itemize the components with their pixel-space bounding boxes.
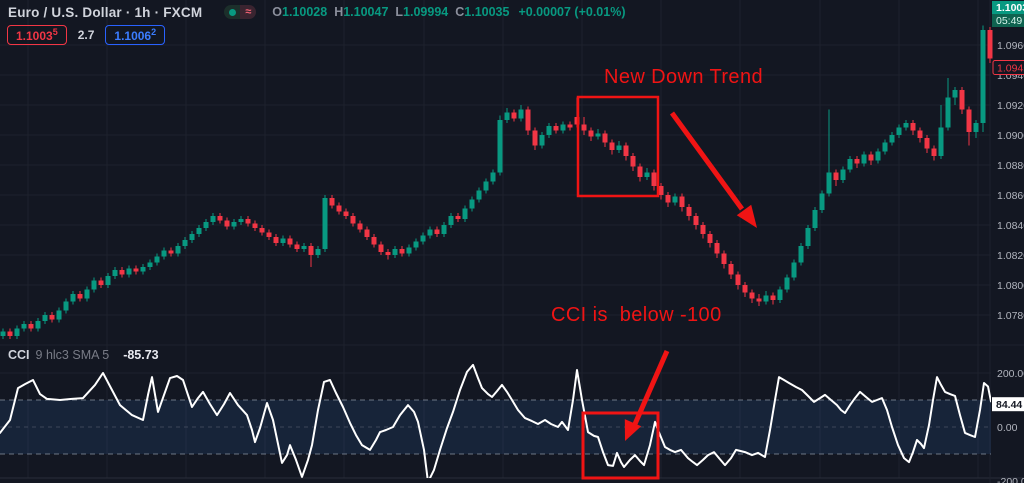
- price-axis-tick: 1.09200: [997, 100, 1024, 112]
- cci-pane: [0, 363, 991, 478]
- stop-price-main: 1.1003: [16, 29, 53, 43]
- ohlc-close-value: 1.10035: [464, 5, 510, 19]
- target-price-tag[interactable]: 1.10062: [105, 25, 166, 45]
- symbol-legend[interactable]: Euro / U.S. Dollar · 1h · FXCM ≈ O 1.1002…: [8, 4, 625, 20]
- cci-axis-tick: 200.00: [997, 368, 1024, 380]
- cci-indicator-legend[interactable]: CCI 9 hlc3 SMA 5 -85.73: [8, 348, 159, 362]
- market-open-dot-icon: [224, 5, 241, 19]
- last-price-box: [992, 1, 1024, 14]
- price-axis-tick: 1.09000: [997, 130, 1024, 142]
- bar-countdown-box: [992, 14, 1024, 27]
- ohlc-high-label: H: [334, 5, 344, 19]
- price-change-readout: +0.00007 (+0.01%): [518, 5, 626, 19]
- pip-distance-label: 2.7: [77, 28, 95, 42]
- bar-countdown-label: 05:49: [996, 15, 1022, 27]
- cci-axis-tick: 0.00: [997, 422, 1018, 434]
- cci-arrow-head: [624, 419, 642, 441]
- cci-indicator-params: 9 hlc3 SMA 5: [35, 348, 110, 362]
- last-price-label: 1.10035: [996, 2, 1024, 14]
- price-axis-tick: 1.07800: [997, 310, 1024, 322]
- price-axis-tick: 1.08200: [997, 250, 1024, 262]
- stop-price-sup: 5: [52, 27, 58, 37]
- alert-price-label: 1.09450: [997, 63, 1024, 75]
- cci-arrow: [632, 349, 670, 426]
- ohlc-high-value: 1.10047: [343, 5, 389, 19]
- cci-rectangle: [581, 411, 660, 480]
- ohlc-low-value: 1.09994: [403, 5, 449, 19]
- cci-axis-tick: -200.00: [997, 476, 1024, 483]
- ohlc-low-label: L: [395, 5, 404, 19]
- trend-arrow: [669, 111, 745, 211]
- stop-price-tag[interactable]: 1.10035: [7, 25, 67, 45]
- cci-indicator-value: -85.73: [123, 348, 159, 362]
- cci-last-value-box: [992, 397, 1024, 412]
- target-price-main: 1.1006: [114, 29, 152, 43]
- price-axis-tick: 1.08600: [997, 190, 1024, 202]
- market-status-pill[interactable]: ≈: [224, 5, 257, 19]
- cci-indicator-name: CCI: [8, 348, 30, 362]
- trend-rectangle: [576, 95, 660, 198]
- price-axis-tick: 1.08800: [997, 160, 1024, 172]
- order-price-tags: 1.10035 2.7 1.10062: [7, 25, 166, 45]
- candles-layer: [0, 25, 993, 339]
- ohlc-open-label: O: [272, 5, 282, 19]
- symbol-title: Euro / U.S. Dollar · 1h · FXCM: [8, 4, 203, 20]
- price-axis-tick: 1.09600: [997, 40, 1024, 52]
- annotation-new-down-trend[interactable]: New Down Trend: [604, 66, 763, 88]
- target-price-sup: 2: [151, 27, 157, 37]
- cci-last-value-label: 84.44: [996, 399, 1022, 411]
- delayed-data-icon: ≈: [240, 5, 257, 19]
- alert-price-box[interactable]: [992, 60, 1024, 75]
- price-axis-tick: 1.08400: [997, 220, 1024, 232]
- drawing-annotations[interactable]: [576, 95, 757, 480]
- ohlc-open-value: 1.10028: [282, 5, 328, 19]
- price-axis[interactable]: 1.096001.094001.092001.090001.088001.086…: [992, 1, 1024, 483]
- ohlc-close-label: C: [455, 5, 465, 19]
- ohlc-readout: O 1.10028 H 1.10047 L 1.09994 C 1.10035: [272, 5, 516, 19]
- cci-line: [0, 363, 991, 478]
- price-axis-tick: 1.08000: [997, 280, 1024, 292]
- annotation-cci-below-100[interactable]: CCI is below -100: [551, 304, 722, 326]
- trend-arrow-head: [736, 204, 757, 228]
